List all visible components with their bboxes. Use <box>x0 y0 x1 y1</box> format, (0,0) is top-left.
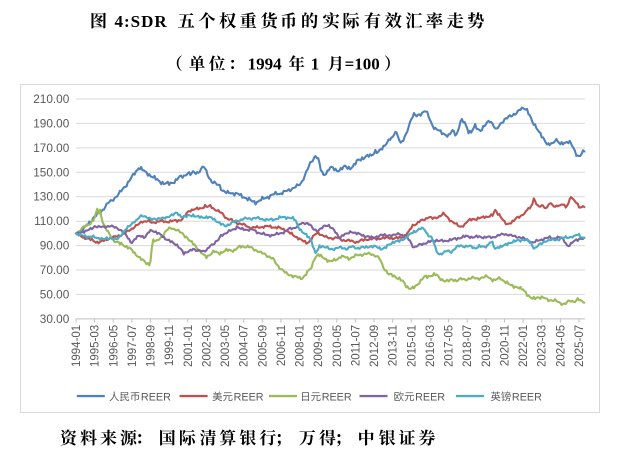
svg-text:4:SDR: 4:SDR <box>115 12 168 31</box>
svg-text:2009-03: 2009-03 <box>313 325 325 367</box>
svg-text:2019-09: 2019-09 <box>481 325 493 367</box>
svg-text:2005-09: 2005-09 <box>257 325 269 367</box>
svg-text:REER: REER <box>141 391 171 403</box>
svg-text:210.00: 210.00 <box>33 92 70 106</box>
svg-text:1995-03: 1995-03 <box>90 325 102 367</box>
svg-text:2006-11: 2006-11 <box>276 325 288 366</box>
svg-text:1999-11: 1999-11 <box>164 325 176 366</box>
svg-text:2013-11: 2013-11 <box>388 325 400 366</box>
svg-text:2001-01: 2001-01 <box>183 325 195 367</box>
svg-text:1996-05: 1996-05 <box>108 325 120 367</box>
svg-text:2003-05: 2003-05 <box>220 325 232 367</box>
svg-text:2010-05: 2010-05 <box>332 325 344 367</box>
svg-text:2023-03: 2023-03 <box>537 325 549 367</box>
svg-text:2008-01: 2008-01 <box>295 325 307 367</box>
svg-text:50.00: 50.00 <box>40 287 70 301</box>
svg-text:110.00: 110.00 <box>34 214 70 228</box>
svg-text:2017-05: 2017-05 <box>444 325 456 367</box>
svg-text:130.00: 130.00 <box>33 190 70 204</box>
svg-text:1998-09: 1998-09 <box>146 325 158 367</box>
svg-text:2002-03: 2002-03 <box>201 325 213 367</box>
svg-text:90.00: 90.00 <box>40 239 70 253</box>
svg-text:REER: REER <box>512 391 542 403</box>
svg-text:2012-09: 2012-09 <box>369 325 381 367</box>
svg-text:170.00: 170.00 <box>33 141 70 155</box>
svg-text:2018-07: 2018-07 <box>462 325 474 367</box>
svg-text:70.00: 70.00 <box>40 263 70 277</box>
svg-text:1: 1 <box>311 55 320 74</box>
svg-text:2015-01: 2015-01 <box>406 325 418 367</box>
svg-text:30.00: 30.00 <box>40 312 70 326</box>
svg-text:2016-03: 2016-03 <box>425 325 437 367</box>
svg-text:REER: REER <box>415 391 445 403</box>
svg-text:=100: =100 <box>345 55 380 74</box>
svg-text:REER: REER <box>322 391 352 403</box>
svg-text:1994-01: 1994-01 <box>71 325 83 367</box>
svg-text:2020-11: 2020-11 <box>500 325 512 366</box>
svg-text:1997-07: 1997-07 <box>127 325 139 367</box>
svg-text:REER: REER <box>234 391 264 403</box>
svg-text:190.00: 190.00 <box>33 116 70 130</box>
svg-text:2011-07: 2011-07 <box>350 325 362 366</box>
svg-text:1994: 1994 <box>248 55 283 74</box>
svg-text:2004-07: 2004-07 <box>239 325 251 367</box>
svg-text:2022-01: 2022-01 <box>518 325 530 367</box>
svg-text:2025-07: 2025-07 <box>574 325 586 367</box>
svg-text:2024-05: 2024-05 <box>555 325 567 367</box>
svg-text:150.00: 150.00 <box>33 165 70 179</box>
